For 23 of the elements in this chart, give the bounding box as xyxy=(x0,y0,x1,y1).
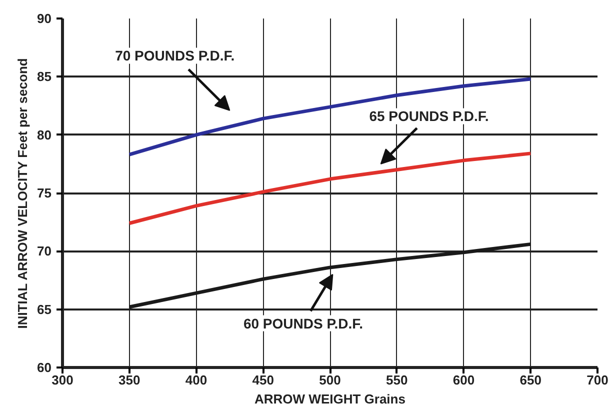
annotation: 65 POUNDS P.D.F. xyxy=(369,108,489,124)
x-tick-label: 300 xyxy=(52,372,74,388)
line-series xyxy=(128,152,532,225)
x-tick-label: 350 xyxy=(118,372,140,388)
x-axis-title: ARROW WEIGHT Grains xyxy=(254,392,406,406)
y-tick-label: 90 xyxy=(37,11,52,26)
x-tick-label: 700 xyxy=(586,372,608,388)
y-tick-label: 70 xyxy=(37,244,52,259)
line-series xyxy=(128,77,532,156)
annotation: 60 POUNDS P.D.F. xyxy=(243,315,364,332)
y-tick-label: 65 xyxy=(37,302,52,317)
x-tick-label: 450 xyxy=(252,372,274,388)
annotation: 70 POUNDS P.D.F. xyxy=(115,48,235,64)
y-tick-label: 60 xyxy=(37,360,52,375)
y-tick-label: 80 xyxy=(37,127,52,142)
x-tick-label: 500 xyxy=(319,372,341,388)
y-axis-title: INITIAL ARROW VELOCITY Feet per second xyxy=(15,58,30,329)
x-tick-label: 600 xyxy=(452,372,475,388)
x-tick-label: 650 xyxy=(520,372,542,388)
y-tick-label: 85 xyxy=(37,69,52,84)
x-tick-label: 400 xyxy=(185,372,208,388)
y-tick-label: 75 xyxy=(37,186,52,200)
x-tick-label: 550 xyxy=(386,372,408,388)
